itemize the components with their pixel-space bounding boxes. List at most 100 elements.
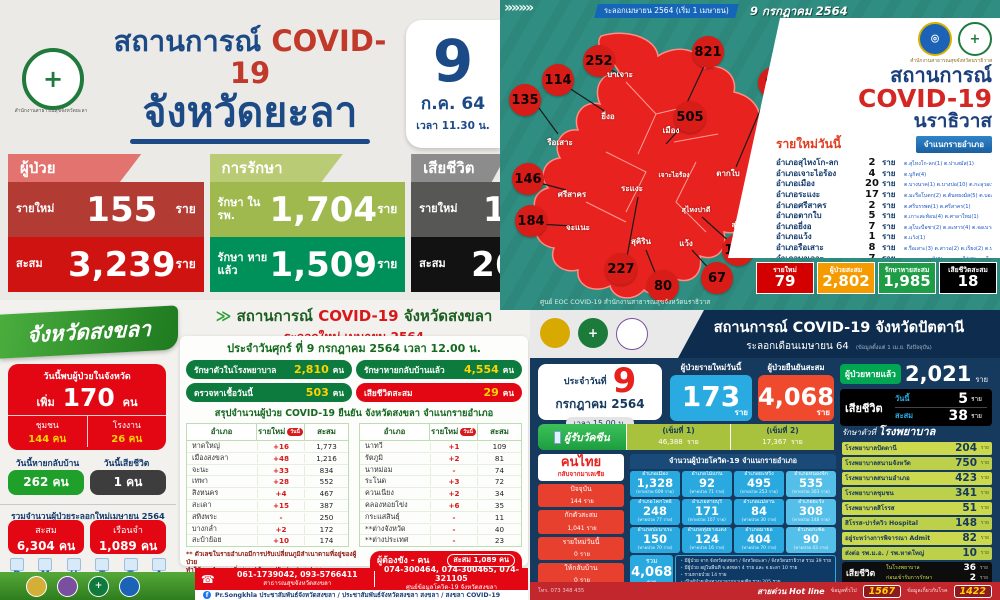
hospital-value: 423 [955,472,977,485]
table-row: นาทวี +1 109 [360,441,521,453]
cumulative-cases-block: ผู้ป่วยยืนยันสะสม 4,068 ราย [758,362,834,421]
district-unit: ราย [882,211,896,221]
dmhtta-icon [95,558,110,571]
chip-label: ผู้ป่วยสะสม [829,265,863,274]
death-cum-value: 38 [948,408,968,424]
district-count: 7 [868,252,876,264]
district-unit: ราย [882,189,896,199]
pill-label: รักษาหายกลับบ้านแล้ว [364,364,445,375]
district-name: อำเภอเมือง [776,179,815,189]
total-box-value: 1,089 คน [98,539,158,553]
hotline-1567: 1567 [862,584,902,598]
total-box-value: 6,304 คน [16,539,76,553]
district-name: อำเภอเมือง [642,471,668,477]
death-today-value: 5 [958,391,968,407]
cell-total: 174 [319,536,334,546]
map-case-circle: 227 [605,253,637,285]
cell-district: หาดใหญ่ [192,441,220,450]
table-row: หาดใหญ่ +16 1,773 [187,441,348,453]
map-case-circle: 252 [583,45,615,77]
cell-new: +10 [257,536,305,546]
stat-pill: รักษาหายกลับบ้านแล้ว 4,554 คน [356,360,522,379]
stat-label: รายใหม่ [419,202,458,216]
songkhla-main-panel: ประจำวันศุกร์ ที่ 9 กรกฎาคม 2564 เวลา 12… [180,336,528,580]
col-new: รายใหม่ [431,427,459,436]
hospital-value: 82 [962,532,977,545]
hospital-row: สิโรรส-ปาร์ควิว Hospital 148 ราย [842,516,992,530]
district-recovered: (หายป่วย 148 ราย) [792,517,830,523]
district-unit: ราย [882,179,896,189]
cell-total: 109 [492,442,507,451]
vaccine-dose1: (เข็มที่ 1) 46,388 ราย [626,424,730,450]
district-count: 2 [868,199,876,211]
summary-chip: เสียชีวิตสะสม 18 [939,262,997,294]
district-tile: อำเภอยะหริ่ง 495 (หายป่วย 253 ราย) [734,471,784,497]
district-tile: อำเภอทุ่งยางแดง 124 (หายป่วย 16 ราย) [682,527,732,553]
dmhtta-icon [66,558,81,571]
songkhla-title-covid: COVID-19 [318,307,399,325]
district-value: 404 [746,532,771,547]
cell-district: **ต่างจังหวัด [365,523,406,533]
map-case-circle: 135 [509,84,541,116]
stat-unit: ราย [175,202,196,216]
table-row: สิงหนคร +4 467 [187,488,348,500]
cell-new: +6 [430,500,478,510]
songkhla-title-prefix: สถานการณ์ [236,307,313,325]
district-value: 90 [802,532,819,547]
vaccine-vial-icon [554,430,562,444]
death-cum-label: สะสม [895,411,914,420]
songkhla-contact-bar: ☎ 061-1739042, 093-5766411 สาธารณสุขจังห… [195,566,528,591]
recovered-unit: ราย [975,375,989,384]
district-unit: ราย [882,253,896,263]
cell-district: เทพา [192,476,208,486]
death-panel: เสียชีวิต วันนี้ 5 ราย สะสม 38 ราย [840,389,992,426]
map-case-circle: 146 [512,163,544,195]
returnee-subtitle: กลับจากมาเลเซีย [557,471,605,478]
stat-unit: ราย [175,257,196,271]
today-add-label: เพิ่ม [36,396,55,409]
title-underline [130,138,370,144]
returnee-unit: ราย [586,524,597,532]
pill-label: รักษาตัวในโรงพยาบาล [194,364,277,375]
recovered-value: 2,021 [904,362,972,386]
note-line: รวมหายป่วย 14 ราย [680,572,831,579]
hospital-unit: ราย [980,445,989,452]
cell-district: **ต่างประเทศ [365,535,409,545]
narathiwat-title-line1: สถานการณ์ [890,63,992,87]
map-case-count: 67 [707,270,727,286]
district-count: 1 [868,231,876,243]
map-case-circle: 184 [515,205,547,237]
district-unit: ราย [882,242,896,252]
pill-value: 2,810 [293,363,329,376]
district-row: อำเภอเจาะไอร้อง 4 ราย ต.บูกิต(4) [776,167,992,179]
divider [373,571,375,587]
hospital-name: อยู่ระหว่างการพิจารณา Admit [845,535,931,543]
map-case-circle: 67 [701,262,733,294]
pill-value: 29 [483,386,499,399]
district-tile: อำเภอเมือง 1,328 (หายป่วย 609 ราย) [630,471,680,497]
district-recovered: (หายป่วย 107 ราย) [688,517,726,523]
district-name: อำเภอยะหริ่ง [744,471,774,477]
community-value: 144 คน [28,434,67,445]
pattani-hotline-bar: โทร. 073 348 435 สายด่วน Hot line ข้อมูล… [530,582,1000,600]
date-month: กรกฎาคม 2564 [555,397,645,411]
list-ribbon: จำแนกรายอำเภอ [915,136,992,154]
district-unit: ราย [882,168,896,178]
district-recovered: (หายป่วย 30 ราย) [741,517,777,523]
cell-district: สะบ้าย้อย [192,535,222,545]
note-line: มีผู้ป่วย จาก จังหวัดสงขลา / จังหวัดยะลา… [680,558,831,565]
district-unit: ราย [882,200,896,210]
songkhla-logo-strip: + [0,572,221,600]
district-row: อำเภอตากใบ 5 ราย ต.เกาะสะท้อน(4) ต.ศาลาใ… [776,209,992,221]
district-value: 308 [798,504,823,519]
returnee-value: 1,041 [567,524,585,532]
district-value: 535 [798,476,823,491]
pill-value: 4,554 [463,363,499,376]
today-add-value: 170 [62,383,115,412]
hospital-value: 148 [955,517,977,530]
district-count: 17 [865,188,879,200]
cell-new: +33 [257,465,305,475]
map-case-circle: 80 [647,270,679,302]
death-today-value: 1 คน [90,470,166,495]
yala-stat-cards: ผู้ป่วย รายใหม่ 155 ราย สะสม 3,239 ราย ก… [8,154,547,292]
